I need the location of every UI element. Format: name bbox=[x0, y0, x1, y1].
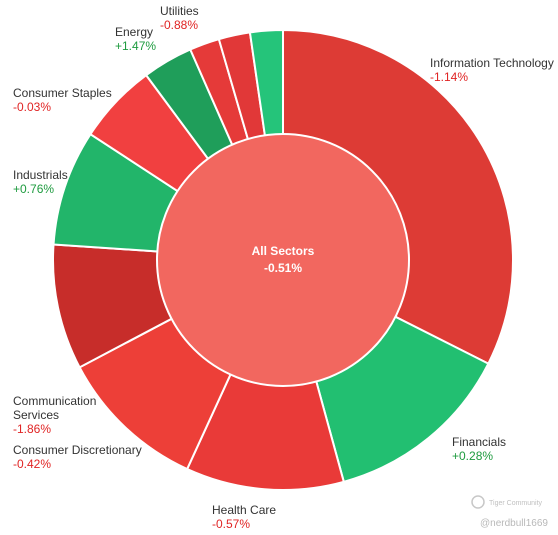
change-utilities: -0.88% bbox=[160, 18, 198, 32]
center-label: All Sectors bbox=[252, 244, 315, 258]
change-industrials: +0.76% bbox=[13, 182, 54, 196]
tiger-logo-icon bbox=[471, 495, 485, 509]
watermark-handle: @nerdbull1669 bbox=[480, 518, 548, 529]
center-change: -0.51% bbox=[264, 261, 302, 275]
center-disc bbox=[156, 133, 410, 387]
change-health-care: -0.57% bbox=[212, 517, 250, 531]
label-communication-services: Communication Services bbox=[13, 394, 96, 422]
label-industrials: Industrials bbox=[13, 168, 68, 182]
slice-labels: Information Technology-1.14%Financials+0… bbox=[13, 4, 554, 531]
change-communication-services: -1.86% bbox=[13, 422, 51, 436]
label-financials: Financials bbox=[452, 435, 506, 449]
change-consumer-discretionary: -0.42% bbox=[13, 457, 51, 471]
label-utilities: Utilities bbox=[160, 4, 199, 18]
change-energy: +1.47% bbox=[115, 39, 156, 53]
label-information-technology: Information Technology bbox=[430, 56, 554, 70]
change-consumer-staples: -0.03% bbox=[13, 100, 51, 114]
watermark: Tiger Community @nerdbull1669 bbox=[471, 495, 548, 529]
change-information-technology: -1.14% bbox=[430, 70, 468, 84]
label-energy: Energy bbox=[115, 25, 153, 39]
label-consumer-discretionary: Consumer Discretionary bbox=[13, 443, 142, 457]
watermark-brand: Tiger Community bbox=[489, 500, 543, 507]
label-consumer-staples: Consumer Staples bbox=[13, 86, 112, 100]
label-health-care: Health Care bbox=[212, 503, 276, 517]
change-financials: +0.28% bbox=[452, 449, 493, 463]
